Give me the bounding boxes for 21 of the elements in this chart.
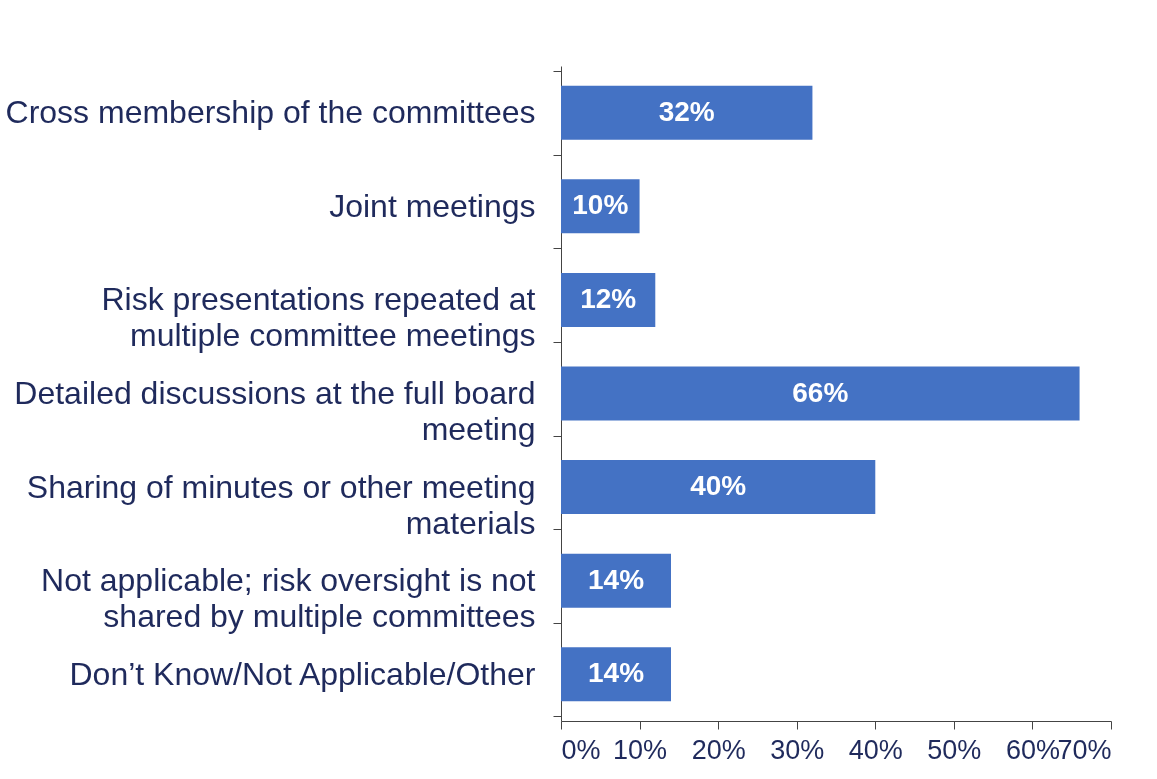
data-label: 12% (580, 282, 637, 314)
x-tick-label: 30% (770, 734, 825, 765)
x-tick-label: 20% (691, 734, 746, 765)
x-tick-label: 60% (1005, 734, 1060, 765)
data-label: 40% (690, 470, 747, 502)
y-tick-label: Risk presentations repeated at multiple committee meetings (101, 281, 536, 354)
y-tick-label: Not applicable; risk oversight is not shared by multiple committees (41, 562, 536, 635)
data-label: 14% (587, 657, 645, 689)
data-label: 32% (658, 95, 715, 127)
x-tick-label: 40% (848, 734, 903, 765)
data-label: 10% (572, 189, 629, 221)
data-label: 14% (587, 563, 645, 595)
y-tick-label: Joint meetings (329, 187, 536, 224)
x-tick-label: 0% (561, 734, 601, 765)
y-tick-label: Sharing of minutes or other meeting materials (26, 468, 536, 541)
y-tick-label: Don’t Know/Not Applicable/Other (69, 655, 536, 692)
data-label: 66% (792, 376, 849, 408)
y-tick-label: Cross membership of the committees (5, 94, 536, 131)
x-tick-label: 10% (613, 734, 668, 765)
y-tick-label: Detailed discussions at the full board meeting (14, 375, 536, 447)
x-tick-label: 50% (927, 734, 982, 765)
